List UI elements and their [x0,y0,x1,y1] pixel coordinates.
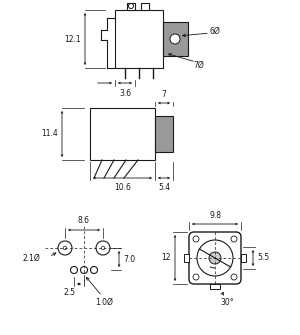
Circle shape [70,267,77,273]
Bar [210,284,220,289]
Circle shape [96,241,110,255]
Text: 12.1: 12.1 [64,35,81,44]
Text: 8.6: 8.6 [78,216,90,225]
Circle shape [63,246,67,250]
Circle shape [128,3,134,8]
Text: 6Ø: 6Ø [210,26,221,36]
Bar [115,10,163,68]
Bar [241,254,246,262]
Circle shape [209,252,221,264]
FancyBboxPatch shape [189,232,241,284]
Circle shape [170,34,180,44]
Circle shape [101,246,105,250]
Text: 7.0: 7.0 [123,255,135,264]
Circle shape [91,267,98,273]
Text: 7Ø: 7Ø [193,61,204,70]
Text: 2.1Ø: 2.1Ø [22,254,40,263]
Circle shape [80,267,88,273]
Circle shape [231,236,237,242]
Bar [155,116,173,152]
Circle shape [197,240,233,276]
Circle shape [231,274,237,280]
Text: 5.5: 5.5 [257,254,269,263]
Bar [90,108,155,160]
Text: 3.6: 3.6 [119,89,131,98]
Bar [141,3,149,10]
Bar [163,22,188,56]
Text: 10.6: 10.6 [114,183,131,192]
Text: 12: 12 [161,254,171,263]
Text: 1.0Ø: 1.0Ø [95,298,113,307]
Circle shape [193,274,199,280]
Bar [184,254,189,262]
Circle shape [193,236,199,242]
Text: 5.4: 5.4 [158,183,170,192]
Text: 7: 7 [162,90,167,99]
Text: 9.8: 9.8 [209,211,221,220]
Circle shape [58,241,72,255]
Bar [127,3,135,10]
Text: 30°: 30° [220,298,234,307]
Text: 11.4: 11.4 [41,130,58,138]
Text: 2.5: 2.5 [63,288,75,297]
